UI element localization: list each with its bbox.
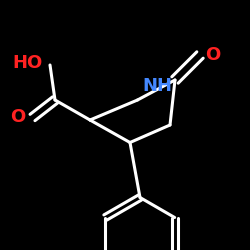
Text: HO: HO — [12, 54, 42, 72]
Text: NH: NH — [142, 77, 172, 95]
Text: O: O — [205, 46, 220, 64]
Text: O: O — [10, 108, 25, 126]
